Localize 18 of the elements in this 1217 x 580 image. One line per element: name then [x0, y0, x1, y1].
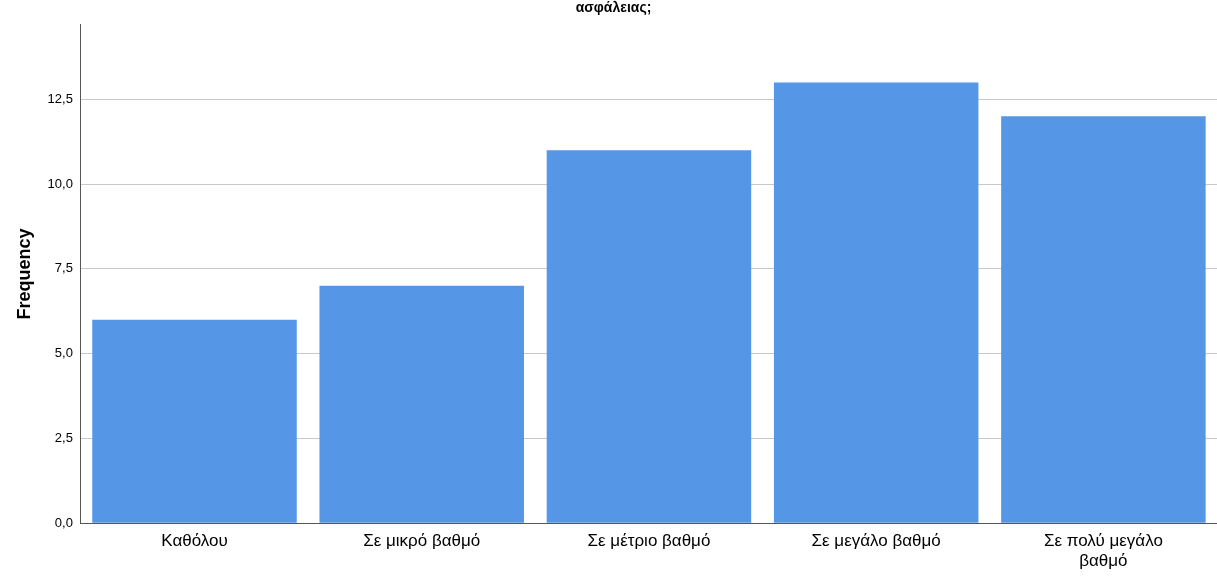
- y-tick-label: 7,5: [54, 260, 73, 276]
- y-tick-label: 0,0: [54, 514, 73, 530]
- x-tick-label: Σε πολύ μεγάλο βαθμό: [1043, 531, 1163, 571]
- chart-title: ασφάλειας;: [575, 0, 652, 16]
- x-tick-label: Καθόλου: [161, 531, 228, 551]
- y-tick-label: 5,0: [54, 345, 73, 361]
- bar: [1001, 116, 1206, 523]
- y-tick-label: 2,5: [54, 430, 73, 446]
- x-tick-label: Σε μέτριο βαθμό: [587, 531, 711, 551]
- bar: [546, 150, 752, 523]
- bar: [92, 319, 297, 523]
- x-tick-label: Σε μικρό βαθμό: [363, 531, 481, 551]
- y-tick-label: 10,0: [47, 175, 73, 191]
- y-tick-label: 12,5: [47, 90, 73, 106]
- y-axis-title: Frequency: [13, 228, 34, 320]
- x-tick-label: Σε μεγάλο βαθμό: [811, 531, 941, 551]
- bar: [773, 82, 979, 523]
- bar: [319, 285, 524, 523]
